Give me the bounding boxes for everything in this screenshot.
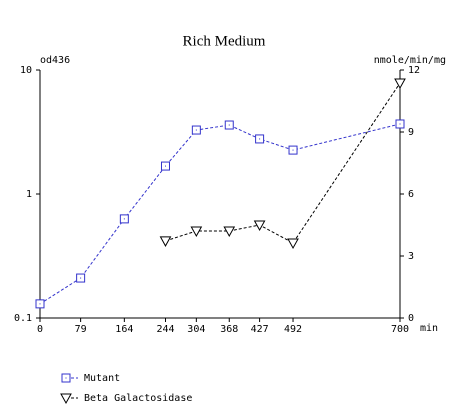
marker bbox=[394, 78, 406, 90]
series-line bbox=[165, 82, 401, 244]
x-tick-label: 700 bbox=[391, 324, 409, 335]
chart-title: Rich Medium bbox=[183, 33, 266, 49]
marker bbox=[395, 119, 405, 129]
y2-axis-label: nmole/min/mg bbox=[374, 55, 446, 66]
legend-label: Beta Galactosidase bbox=[84, 393, 192, 404]
legend-label: Mutant bbox=[84, 373, 120, 384]
marker bbox=[35, 299, 45, 309]
x-tick-label: 427 bbox=[251, 324, 269, 335]
marker bbox=[287, 238, 299, 250]
marker bbox=[255, 134, 265, 144]
y2-tick-label: 6 bbox=[408, 189, 414, 200]
marker bbox=[190, 226, 203, 238]
marker bbox=[253, 220, 266, 232]
marker bbox=[160, 161, 170, 171]
y-tick-label: 10 bbox=[20, 65, 32, 76]
y-tick-label: 1 bbox=[26, 189, 32, 200]
series-line bbox=[39, 123, 401, 305]
marker bbox=[223, 226, 236, 238]
marker bbox=[76, 273, 86, 283]
x-tick-label: 0 bbox=[37, 324, 43, 335]
x-tick-label: 164 bbox=[115, 324, 133, 335]
x-tick-label: 79 bbox=[75, 324, 87, 335]
marker bbox=[61, 373, 71, 383]
marker bbox=[119, 214, 129, 224]
marker bbox=[224, 120, 234, 130]
x-tick-label: 244 bbox=[156, 324, 174, 335]
y-tick-label: 0.1 bbox=[14, 313, 32, 324]
x-tick-label: 368 bbox=[220, 324, 238, 335]
x-tick-label: 492 bbox=[284, 324, 302, 335]
y2-tick-label: 3 bbox=[408, 251, 414, 262]
y2-tick-label: 9 bbox=[408, 127, 414, 138]
x-tick-label: 304 bbox=[187, 324, 205, 335]
x-axis-label: min bbox=[420, 323, 438, 334]
marker bbox=[288, 145, 298, 155]
y2-tick-label: 0 bbox=[408, 313, 414, 324]
y2-tick-label: 12 bbox=[408, 65, 420, 76]
marker bbox=[159, 236, 172, 247]
marker bbox=[191, 125, 201, 135]
y-axis-label: od436 bbox=[40, 55, 70, 66]
marker bbox=[60, 393, 72, 405]
